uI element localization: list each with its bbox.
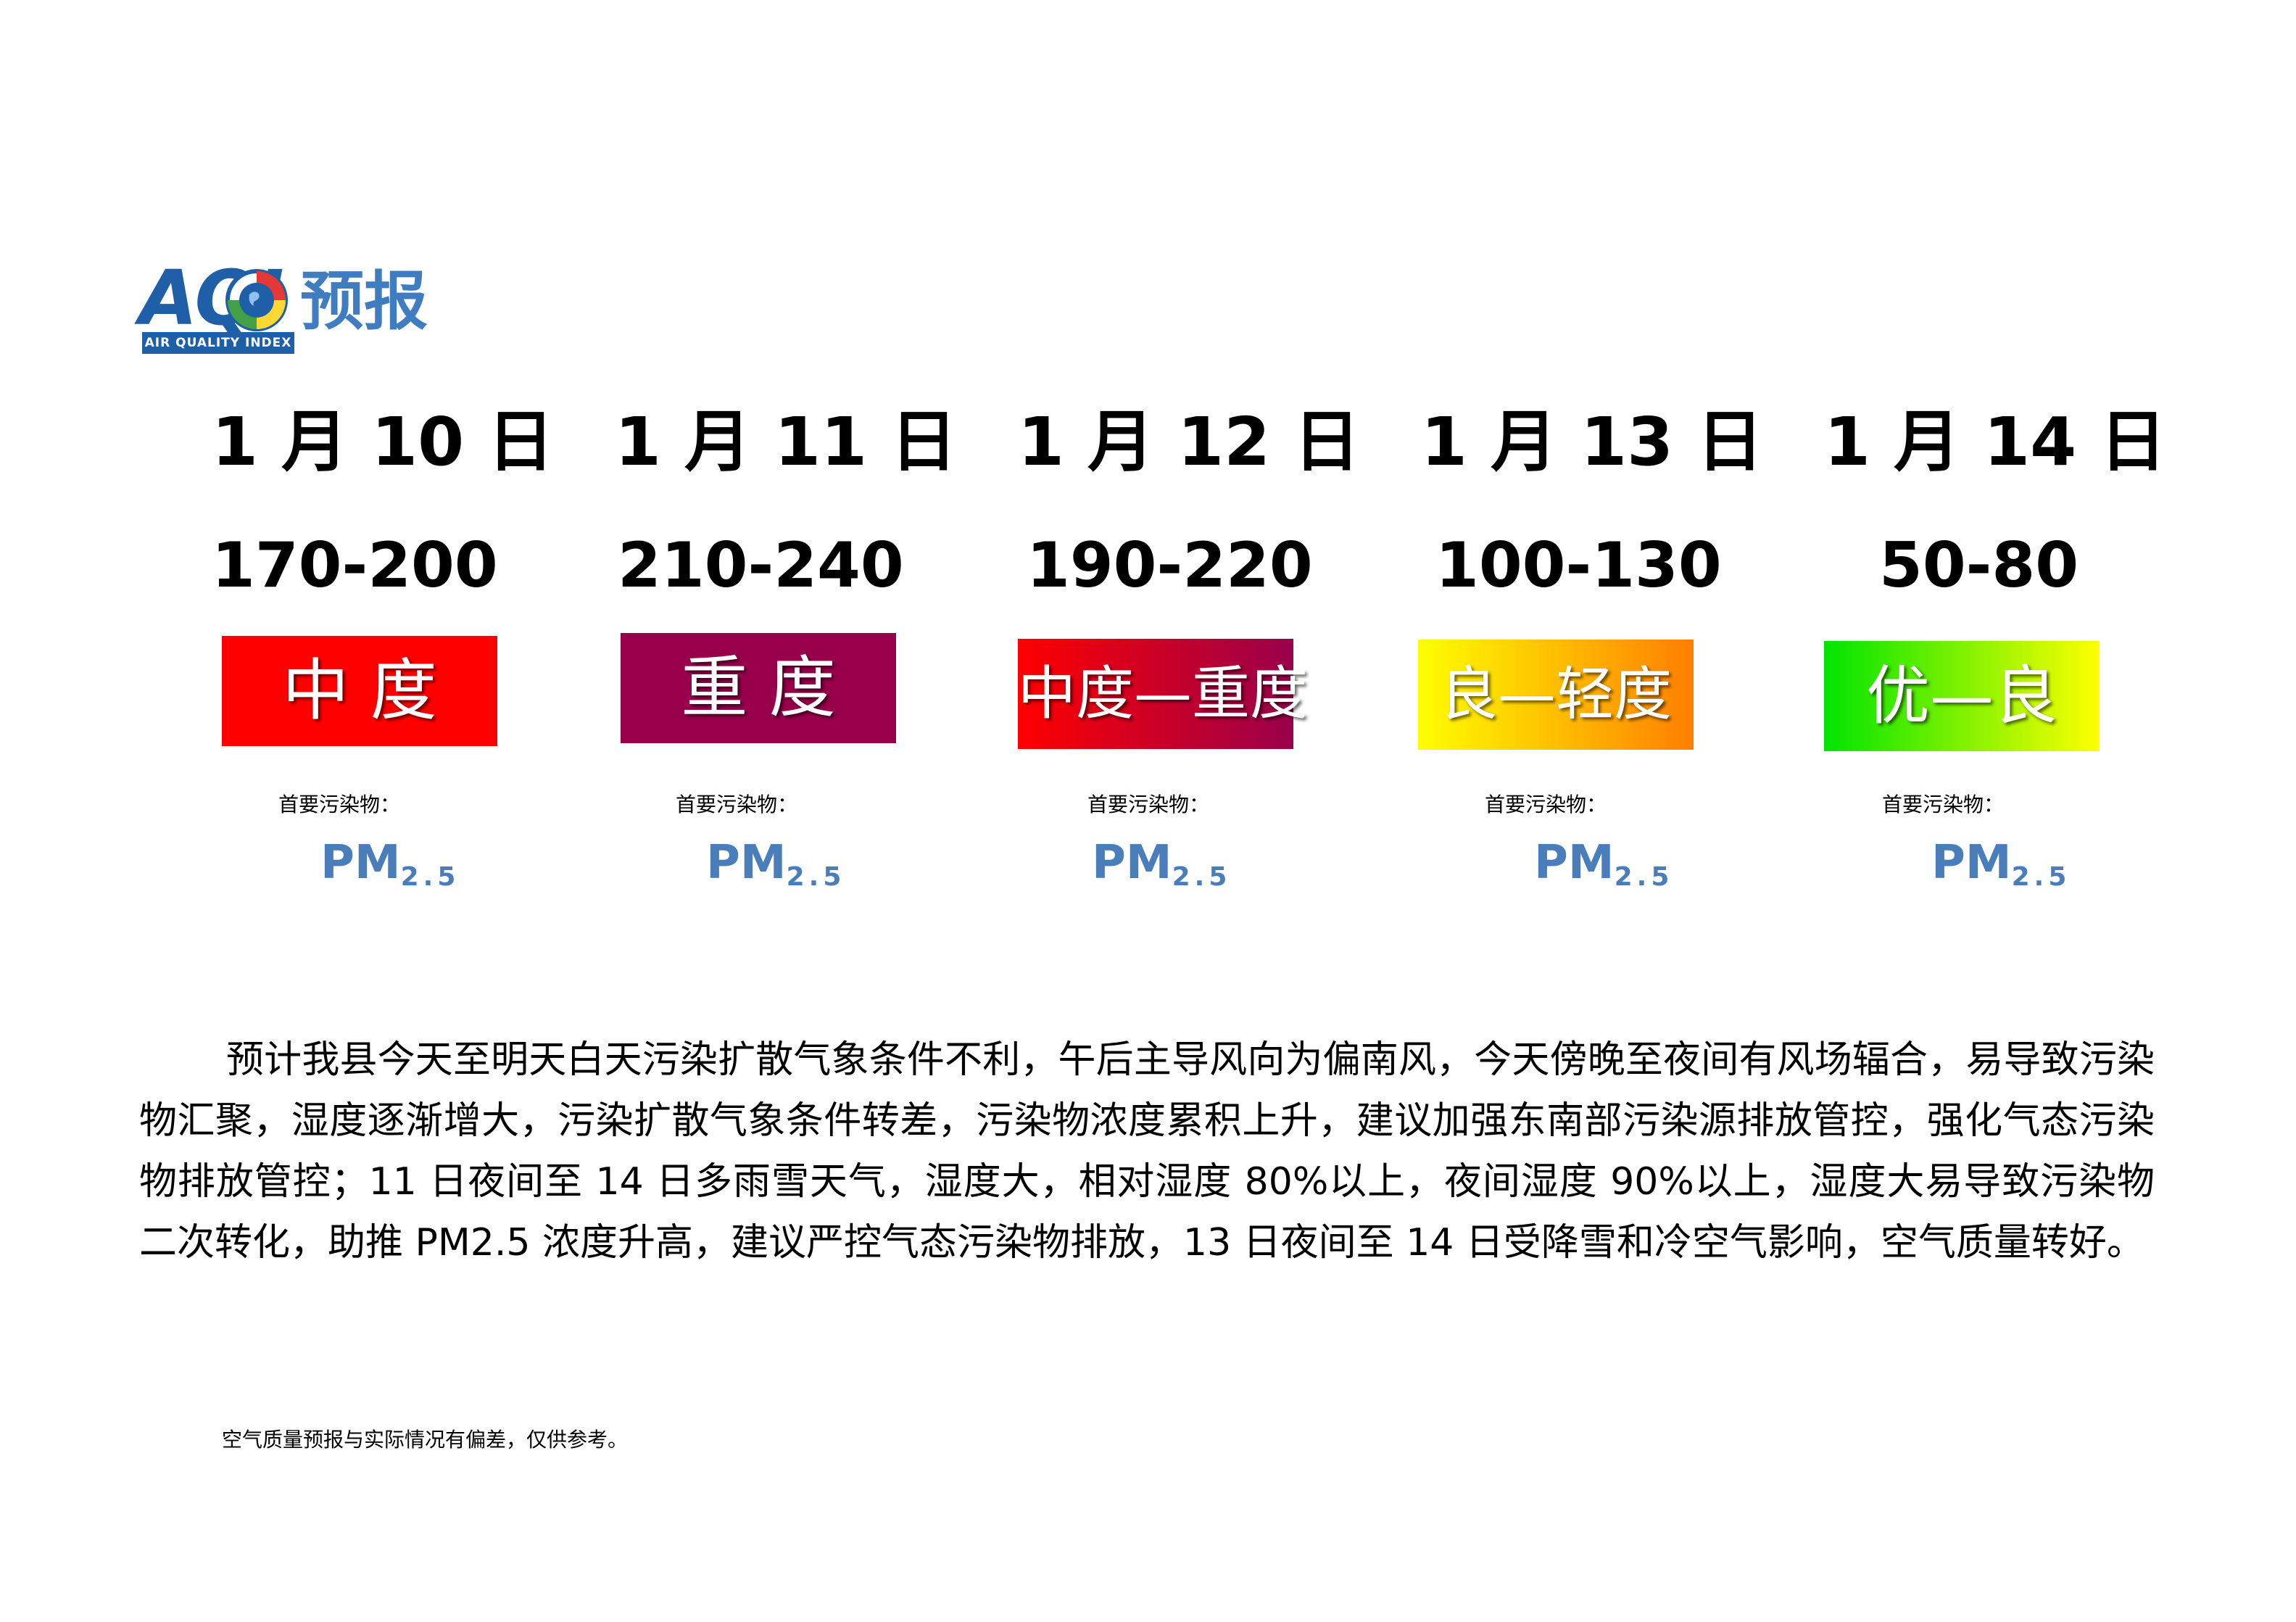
pollution-level-badge: 重 度 [621,633,896,743]
globe-icon [225,269,288,331]
forecast-date: 1 月 14 日 [1824,403,2167,481]
aqi-range: 170-200 [212,529,498,602]
logo-subtitle: AIR QUALITY INDEX [142,332,294,354]
forecast-day: 1 月 12 日 190-220 中度—重度 首要污染物： PM2.5 [1018,399,1395,906]
aqi-range: 100-130 [1435,529,1722,602]
primary-pollutant: PM2.5 [1092,834,1231,906]
disclaimer: 空气质量预报与实际情况有偏差，仅供参考。 [222,1428,629,1452]
pollutant-subscript: 2.5 [2011,862,2071,892]
primary-pollutant: PM2.5 [320,834,460,906]
pollutant-subscript: 2.5 [786,862,846,892]
forecast-day: 1 月 11 日 210-240 重 度 首要污染物： PM2.5 [615,399,992,906]
pollution-level-badge: 中度—重度 [1018,639,1308,749]
pollution-level-badge: 良—轻度 [1418,640,1694,750]
pollutant-subscript: 2.5 [1614,862,1674,892]
aqi-range: 210-240 [618,529,904,602]
pollutant-name: PM [320,836,401,890]
forecast-day: 1 月 14 日 50-80 优—良 首要污染物： PM2.5 [1824,399,2201,906]
pollution-level-badge: 优—良 [1824,641,2100,751]
primary-pollutant-label: 首要污染物： [278,793,401,816]
primary-pollutant: PM2.5 [1534,834,1673,906]
primary-pollutant-label: 首要污染物： [1087,793,1210,816]
aqi-range: 190-220 [1027,529,1313,602]
forecast-date: 1 月 11 日 [615,403,958,481]
logo-title: 预报 [300,264,428,339]
forecast-day: 1 月 13 日 100-130 良—轻度 首要污染物： PM2.5 [1418,399,1798,906]
pollutant-subscript: 2.5 [1172,862,1232,892]
pollution-level-badge: 中 度 [222,636,497,746]
aqi-range: 50-80 [1879,529,2079,602]
primary-pollutant-label: 首要污染物： [1485,793,1607,816]
pollutant-name: PM [1931,836,2012,890]
forecast-day: 1 月 10 日 170-200 中 度 首要污染物： PM2.5 [212,399,589,906]
primary-pollutant: PM2.5 [706,834,845,906]
description-text: 预计我县今天至明天白天污染扩散气象条件不利，午后主导风向为偏南风，今天傍晚至夜间… [139,1038,2155,1265]
primary-pollutant-label: 首要污染物： [1882,793,2005,816]
primary-pollutant: PM2.5 [1931,834,2071,906]
aqi-logo: AQI AIR QUALITY INDEX 预报 [139,255,458,357]
pollutant-subscript: 2.5 [400,862,460,892]
forecast-date: 1 月 12 日 [1018,403,1361,481]
forecast-date: 1 月 13 日 [1421,403,1764,481]
pollutant-name: PM [1092,836,1172,890]
pollutant-name: PM [1534,836,1615,890]
pollutant-name: PM [706,836,787,890]
forecast-date: 1 月 10 日 [212,403,555,481]
forecast-description: 预计我县今天至明天白天污染扩散气象条件不利，午后主导风向为偏南风，今天傍晚至夜间… [139,1030,2155,1273]
primary-pollutant-label: 首要污染物： [676,793,798,816]
